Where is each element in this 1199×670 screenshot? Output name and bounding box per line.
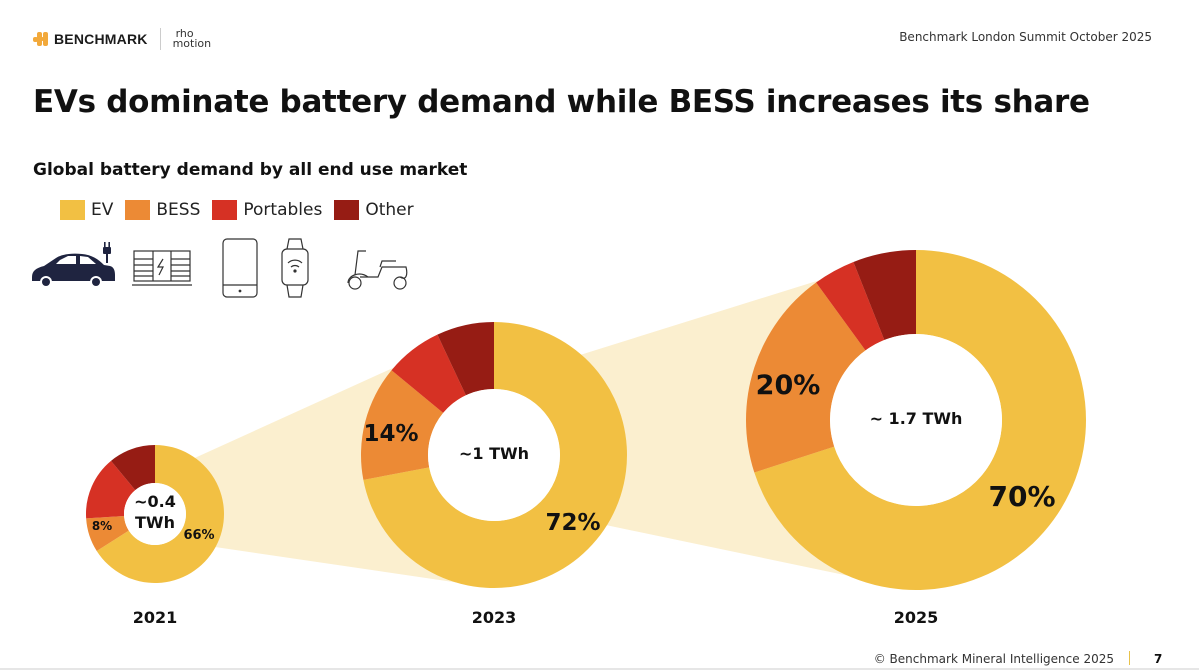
legend-item-other: Other — [334, 200, 414, 220]
donut-2021-total-line2: TWh — [135, 513, 175, 532]
donut-2023-bess-label: 14% — [363, 421, 418, 447]
donut-2023-slice-bess — [361, 370, 444, 480]
donut-2021-slice-other — [111, 445, 155, 491]
rho-motion-logo: rho motion — [172, 27, 212, 50]
donut-2025-hole — [830, 334, 1002, 506]
battery-storage-icon — [132, 250, 192, 286]
donut-2023-slice-ev — [363, 322, 628, 588]
year-label-2021: 2021 — [133, 608, 178, 627]
donut-2023-slice-portables — [391, 334, 466, 413]
legend-item-ev: EV — [60, 200, 113, 220]
rho-motion-line2: motion — [172, 37, 212, 50]
electric-car-icon — [32, 242, 115, 288]
legend-swatch-portables — [212, 200, 238, 220]
donut-2021-slice-ev — [96, 445, 224, 583]
page-number: 7 — [1154, 652, 1163, 666]
bottom-border — [0, 668, 1199, 670]
donut-2021-slice-portables — [86, 460, 136, 519]
donut-2025-slice-bess — [745, 282, 866, 473]
end-use-icons — [32, 238, 408, 298]
donut-2025-slice-portables — [816, 261, 885, 351]
donut-2023-slice-other — [437, 322, 494, 396]
smartwatch-icon — [281, 238, 309, 298]
copyright: © Benchmark Mineral Intelligence 2025 — [873, 652, 1114, 666]
legend-label-bess: BESS — [156, 200, 201, 220]
donut-2025-slice-other — [853, 250, 916, 341]
benchmark-logo-mark-icon — [33, 30, 51, 48]
donut-2023-total: ~1 TWh — [459, 444, 529, 463]
year-label-2023: 2023 — [472, 608, 517, 627]
chart-subtitle: Global battery demand by all end use mar… — [33, 160, 468, 180]
legend-swatch-bess — [125, 200, 151, 220]
logo-divider — [159, 28, 161, 50]
donut-2025-ev-label: 70% — [988, 480, 1055, 513]
donut-2023-ev-label: 72% — [545, 510, 600, 536]
donut-group — [86, 250, 1086, 591]
donut-2021-bess-label: 8% — [92, 519, 112, 533]
rho-motion-line1: rho — [175, 27, 194, 40]
donut-2025-slice-ev — [754, 250, 1086, 591]
scooter-icon — [347, 250, 408, 290]
donut-2021-slice-bess — [86, 515, 129, 551]
legend-item-portables: Portables — [212, 200, 322, 220]
legend-label-portables: Portables — [243, 200, 323, 220]
legend-label-other: Other — [365, 200, 414, 220]
event-label: Benchmark London Summit October 2025 — [899, 30, 1152, 44]
donut-2021-hole — [124, 483, 186, 545]
footer-divider — [1129, 651, 1130, 665]
brand-name: BENCHMARK — [54, 31, 148, 47]
legend-swatch-other — [334, 200, 360, 220]
legend-swatch-ev — [60, 200, 85, 220]
legend-item-bess: BESS — [125, 200, 200, 220]
benchmark-logo: BENCHMARK rho motion — [33, 28, 211, 50]
chart-legend: EV BESS Portables Other — [60, 200, 426, 220]
donut-2021-ev-label: 66% — [183, 528, 214, 543]
page-title: EVs dominate battery demand while BESS i… — [33, 84, 1090, 120]
donut-2025-total: ~ 1.7 TWh — [870, 409, 963, 428]
year-label-2025: 2025 — [894, 608, 939, 627]
smartphone-icon — [222, 238, 258, 298]
donut-2023-hole — [428, 389, 560, 521]
legend-label-ev: EV — [91, 200, 114, 220]
donut-2021-total-line1: ~0.4 — [134, 492, 176, 511]
donut-2025-bess-label: 20% — [756, 370, 821, 401]
